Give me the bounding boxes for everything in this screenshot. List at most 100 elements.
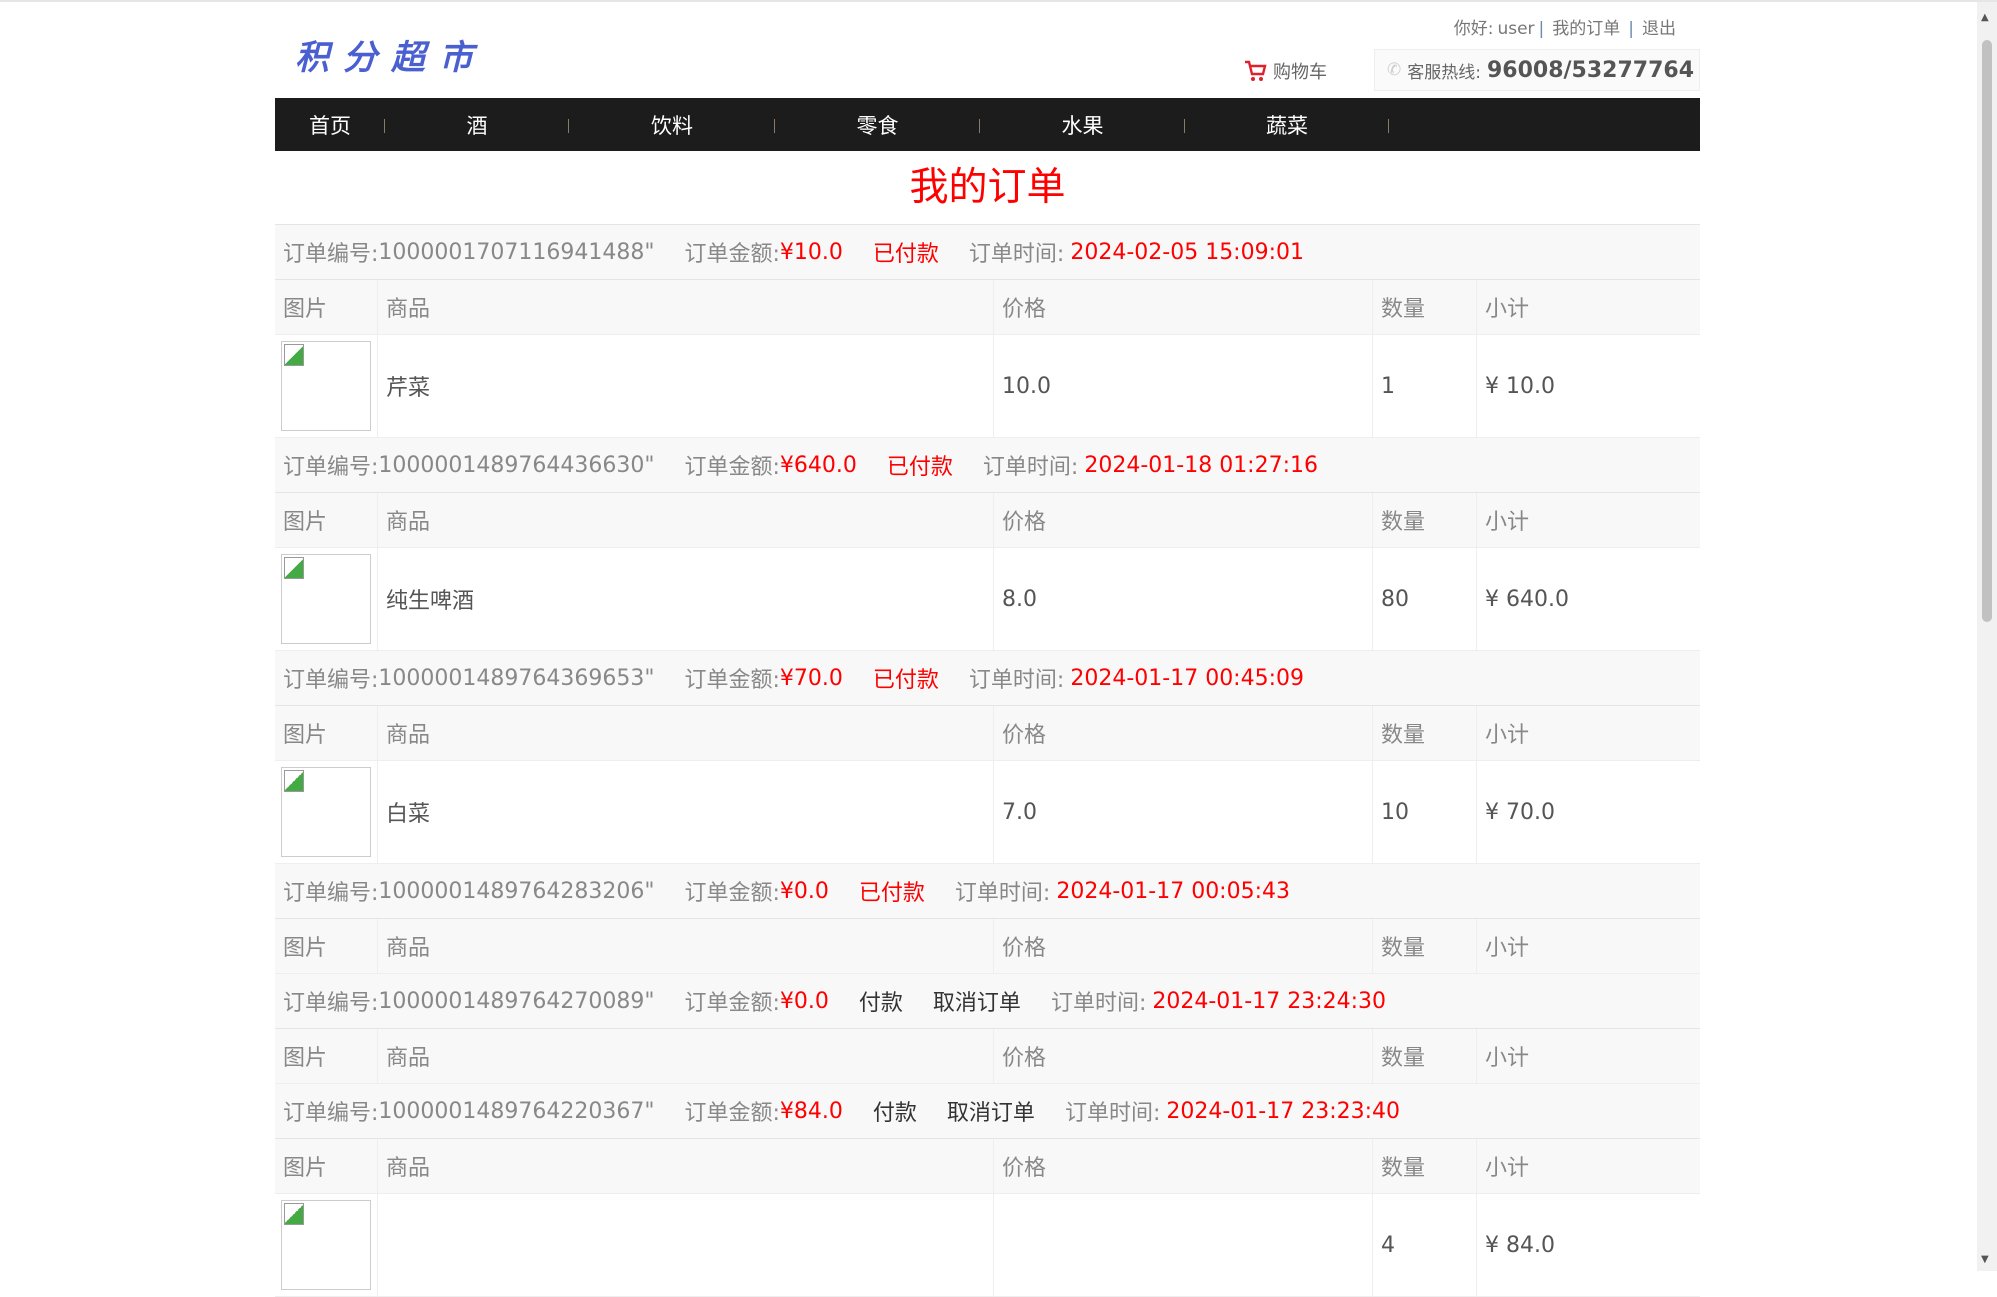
cart-link[interactable]: 购物车 bbox=[1243, 58, 1327, 84]
column-header: 数量 bbox=[1373, 919, 1477, 973]
column-header: 价格 bbox=[994, 919, 1373, 973]
column-header-row: 图片 商品 价格 数量 小计 bbox=[275, 706, 1700, 761]
order-no: 1000001489764270089" bbox=[378, 988, 655, 1014]
column-header: 图片 bbox=[275, 1029, 378, 1083]
nav-wine[interactable]: 酒 bbox=[385, 98, 569, 151]
greeting: 你好: bbox=[1453, 19, 1494, 39]
amount-label: 订单金额: bbox=[684, 881, 780, 906]
order-no-label: 订单编号: bbox=[283, 991, 379, 1016]
column-header: 图片 bbox=[275, 1139, 378, 1193]
time-label: 订单时间: bbox=[1064, 1101, 1161, 1126]
price: 10.0 bbox=[994, 335, 1373, 437]
order-header: 订单编号: 1000001489764436630" 订单金额: ¥640.0 已付… bbox=[275, 438, 1700, 493]
product-image[interactable] bbox=[281, 1200, 371, 1290]
column-header: 图片 bbox=[275, 493, 378, 547]
orders-list: 订单编号: 1000001707116941488" 订单金额: ¥10.0 已付款… bbox=[275, 224, 1700, 1297]
amount-label: 订单金额: bbox=[684, 1101, 780, 1126]
pay-button[interactable]: 付款 bbox=[858, 991, 903, 1016]
quantity: 1 bbox=[1373, 335, 1477, 437]
amount-label: 订单金额: bbox=[684, 668, 780, 693]
column-header: 价格 bbox=[994, 706, 1373, 760]
order-time: 2024-01-18 01:27:16 bbox=[1084, 452, 1318, 478]
column-header: 价格 bbox=[994, 280, 1373, 334]
scrollbar-thumb[interactable] bbox=[1982, 40, 1992, 622]
logout-link[interactable]: 退出 bbox=[1642, 19, 1676, 39]
column-header: 数量 bbox=[1373, 1139, 1477, 1193]
order-time: 2024-02-05 15:09:01 bbox=[1070, 239, 1304, 265]
nav-drinks[interactable]: 饮料 bbox=[569, 98, 775, 151]
column-header: 商品 bbox=[378, 919, 994, 973]
column-header: 价格 bbox=[994, 1139, 1373, 1193]
nav-fruit[interactable]: 水果 bbox=[980, 98, 1185, 151]
column-header: 图片 bbox=[275, 280, 378, 334]
order-time: 2024-01-17 00:05:43 bbox=[1056, 878, 1290, 904]
product-name[interactable]: 芹菜 bbox=[378, 335, 994, 437]
column-header: 图片 bbox=[275, 706, 378, 760]
hotline: ✆ 客服热线: 96008/53277764 bbox=[1374, 49, 1700, 91]
table-row: 纯生啤酒 8.0 80 ¥ 640.0 bbox=[275, 548, 1700, 651]
nav-snacks[interactable]: 零食 bbox=[775, 98, 980, 151]
scroll-up-icon[interactable]: ▲ bbox=[1981, 12, 1989, 23]
subtotal: ¥ 640.0 bbox=[1485, 586, 1569, 612]
cart-icon bbox=[1245, 60, 1267, 81]
order-header: 订单编号: 1000001489764270089" 订单金额: ¥0.0 付款 取消… bbox=[275, 974, 1700, 1029]
nav-home[interactable]: 首页 bbox=[275, 98, 385, 151]
amount-label: 订单金额: bbox=[684, 455, 780, 480]
table-row: 芹菜 10.0 1 ¥ 10.0 bbox=[275, 335, 1700, 438]
phone-icon: ✆ bbox=[1387, 60, 1402, 80]
product-name[interactable]: 纯生啤酒 bbox=[378, 548, 994, 650]
product-image[interactable] bbox=[281, 554, 371, 644]
product-image[interactable] bbox=[281, 767, 371, 857]
column-header: 小计 bbox=[1485, 936, 1530, 961]
column-header: 小计 bbox=[1485, 1046, 1530, 1071]
column-header: 数量 bbox=[1373, 493, 1477, 547]
column-header-row: 图片 商品 价格 数量 小计 bbox=[275, 919, 1700, 974]
column-header-row: 图片 商品 价格 数量 小计 bbox=[275, 1029, 1700, 1084]
quantity: 10 bbox=[1373, 761, 1477, 863]
price: 8.0 bbox=[994, 548, 1373, 650]
column-header: 小计 bbox=[1485, 1156, 1530, 1181]
order-header: 订单编号: 1000001489764220367" 订单金额: ¥84.0 付款 取… bbox=[275, 1084, 1700, 1139]
cancel-order-button[interactable]: 取消订单 bbox=[932, 991, 1021, 1016]
column-header: 价格 bbox=[994, 493, 1373, 547]
order-amount: ¥10.0 bbox=[779, 239, 843, 265]
order-no-label: 订单编号: bbox=[283, 668, 379, 693]
hotline-label: 客服热线: bbox=[1407, 62, 1481, 83]
scroll-down-icon[interactable]: ▼ bbox=[1981, 1254, 1989, 1265]
logo[interactable]: 积分超市 bbox=[295, 38, 487, 78]
my-orders-link[interactable]: 我的订单 bbox=[1552, 19, 1621, 39]
column-header: 商品 bbox=[378, 706, 994, 760]
column-header-row: 图片 商品 价格 数量 小计 bbox=[275, 493, 1700, 548]
page-title: 我的订单 bbox=[909, 165, 1066, 210]
status-badge: 已付款 bbox=[872, 242, 939, 267]
time-label: 订单时间: bbox=[968, 668, 1065, 693]
product-name[interactable] bbox=[378, 1194, 994, 1296]
column-header: 数量 bbox=[1373, 706, 1477, 760]
pay-button[interactable]: 付款 bbox=[872, 1101, 917, 1126]
order-no: 1000001489764436630" bbox=[378, 452, 655, 478]
subtotal: ¥ 10.0 bbox=[1485, 373, 1555, 399]
order-amount: ¥640.0 bbox=[779, 452, 857, 478]
username: user bbox=[1497, 19, 1535, 39]
product-image[interactable] bbox=[281, 341, 371, 431]
cancel-order-button[interactable]: 取消订单 bbox=[946, 1101, 1035, 1126]
top-links: 你好: user | 我的订单 | 退出 bbox=[1453, 19, 1676, 39]
time-label: 订单时间: bbox=[1050, 991, 1147, 1016]
order-header: 订单编号: 1000001707116941488" 订单金额: ¥10.0 已付款… bbox=[275, 225, 1700, 280]
table-row: 白菜 7.0 10 ¥ 70.0 bbox=[275, 761, 1700, 864]
subtotal: ¥ 70.0 bbox=[1485, 799, 1555, 825]
column-header: 图片 bbox=[275, 919, 378, 973]
column-header: 商品 bbox=[378, 1029, 994, 1083]
order-header: 订单编号: 1000001489764369653" 订单金额: ¥70.0 已付款… bbox=[275, 651, 1700, 706]
price: 7.0 bbox=[994, 761, 1373, 863]
cart-label: 购物车 bbox=[1273, 62, 1327, 83]
nav-vegetables[interactable]: 蔬菜 bbox=[1185, 98, 1389, 151]
column-header-row: 图片 商品 价格 数量 小计 bbox=[275, 280, 1700, 335]
column-header: 商品 bbox=[378, 280, 994, 334]
amount-label: 订单金额: bbox=[684, 242, 780, 267]
status-badge: 已付款 bbox=[886, 455, 953, 480]
product-name[interactable]: 白菜 bbox=[378, 761, 994, 863]
price bbox=[994, 1194, 1373, 1296]
scrollbar[interactable]: ▲ ▼ bbox=[1977, 2, 1997, 1271]
order-amount: ¥0.0 bbox=[779, 988, 829, 1014]
